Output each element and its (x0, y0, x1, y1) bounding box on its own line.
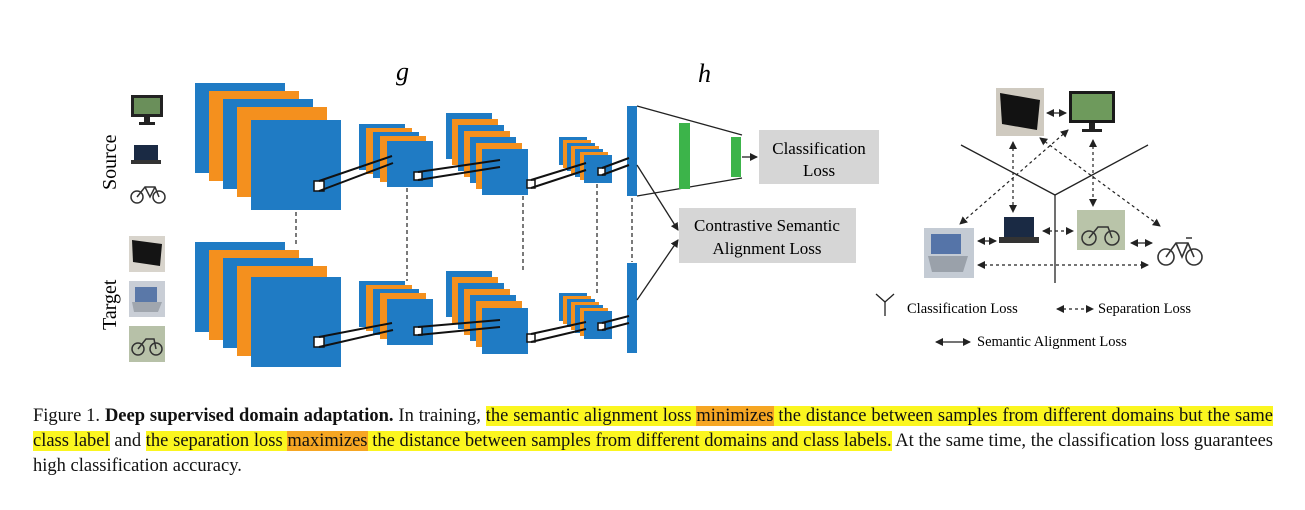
embedding-schematic: Classification Loss Separation Loss Sema… (875, 88, 1203, 350)
target-conv4 (559, 293, 612, 339)
caption-title: Deep supervised domain adaptation. (104, 406, 394, 426)
classifier-h (636, 105, 743, 197)
caption-highlight-strong: minimizes (696, 406, 774, 426)
bicycle-icon (129, 326, 165, 362)
svg-text:Classification: Classification (772, 139, 866, 158)
source-laptop-image (999, 217, 1039, 243)
classifier-fc2 (731, 137, 741, 177)
target-stream (195, 242, 637, 367)
laptop-icon (129, 281, 165, 317)
bicycle-icon (130, 186, 166, 204)
target-laptop-image (924, 228, 974, 278)
source-bicycle-image (1157, 237, 1203, 266)
target-conv1 (195, 242, 341, 367)
caption-label: Figure 1. (33, 406, 105, 426)
source-stream (195, 83, 637, 210)
classifier-fc1 (679, 123, 690, 189)
svg-text:Alignment Loss: Alignment Loss (712, 239, 821, 258)
target-conv3 (446, 271, 536, 354)
caption-text: At the same time, the classification los… (33, 431, 1273, 476)
source-monitor-image (1069, 91, 1115, 132)
source-label: Source (99, 134, 121, 190)
caption-text: In training, (393, 406, 486, 426)
caption-text: and (109, 431, 146, 451)
caption-highlight: the separation loss (145, 431, 288, 451)
caption-highlight-strong: maximizes (287, 431, 368, 451)
source-conv2 (359, 124, 433, 187)
figure-diagram: Source Target g h (99, 57, 1203, 367)
legend: Classification Loss Separation Loss Sema… (875, 293, 1191, 350)
target-label: Target (99, 279, 121, 330)
target-bicycle-image (1077, 210, 1125, 250)
legend-separation: Separation Loss (1098, 301, 1191, 317)
weight-sharing-lines (295, 184, 633, 294)
source-conv1 (195, 83, 341, 210)
contrastive-loss-box: Contrastive Semantic Alignment Loss (679, 208, 856, 263)
g-label: g (396, 57, 409, 86)
classification-loss-box: Classification Loss (759, 130, 879, 184)
source-thumbnails (130, 95, 166, 204)
legend-semantic: Semantic Alignment Loss (977, 334, 1127, 350)
source-fc-bar (627, 106, 637, 196)
source-conv3 (446, 113, 536, 195)
legend-classification: Classification Loss (907, 301, 1018, 317)
target-monitor-image (996, 88, 1044, 136)
svg-text:Contrastive Semantic: Contrastive Semantic (694, 216, 840, 235)
monitor-icon (131, 95, 163, 125)
caption-highlight: the distance between samples from differ… (367, 431, 892, 451)
target-fc-bar (627, 263, 637, 353)
figure-caption: Figure 1. Deep supervised domain adaptat… (33, 404, 1274, 479)
caption-highlight: the semantic alignment loss (485, 406, 697, 426)
laptop-icon (131, 145, 161, 164)
classification-legend-icon (875, 293, 895, 316)
h-label: h (698, 59, 711, 88)
svg-text:Loss: Loss (803, 161, 835, 180)
monitor-icon (129, 236, 165, 272)
target-thumbnails (129, 236, 165, 362)
